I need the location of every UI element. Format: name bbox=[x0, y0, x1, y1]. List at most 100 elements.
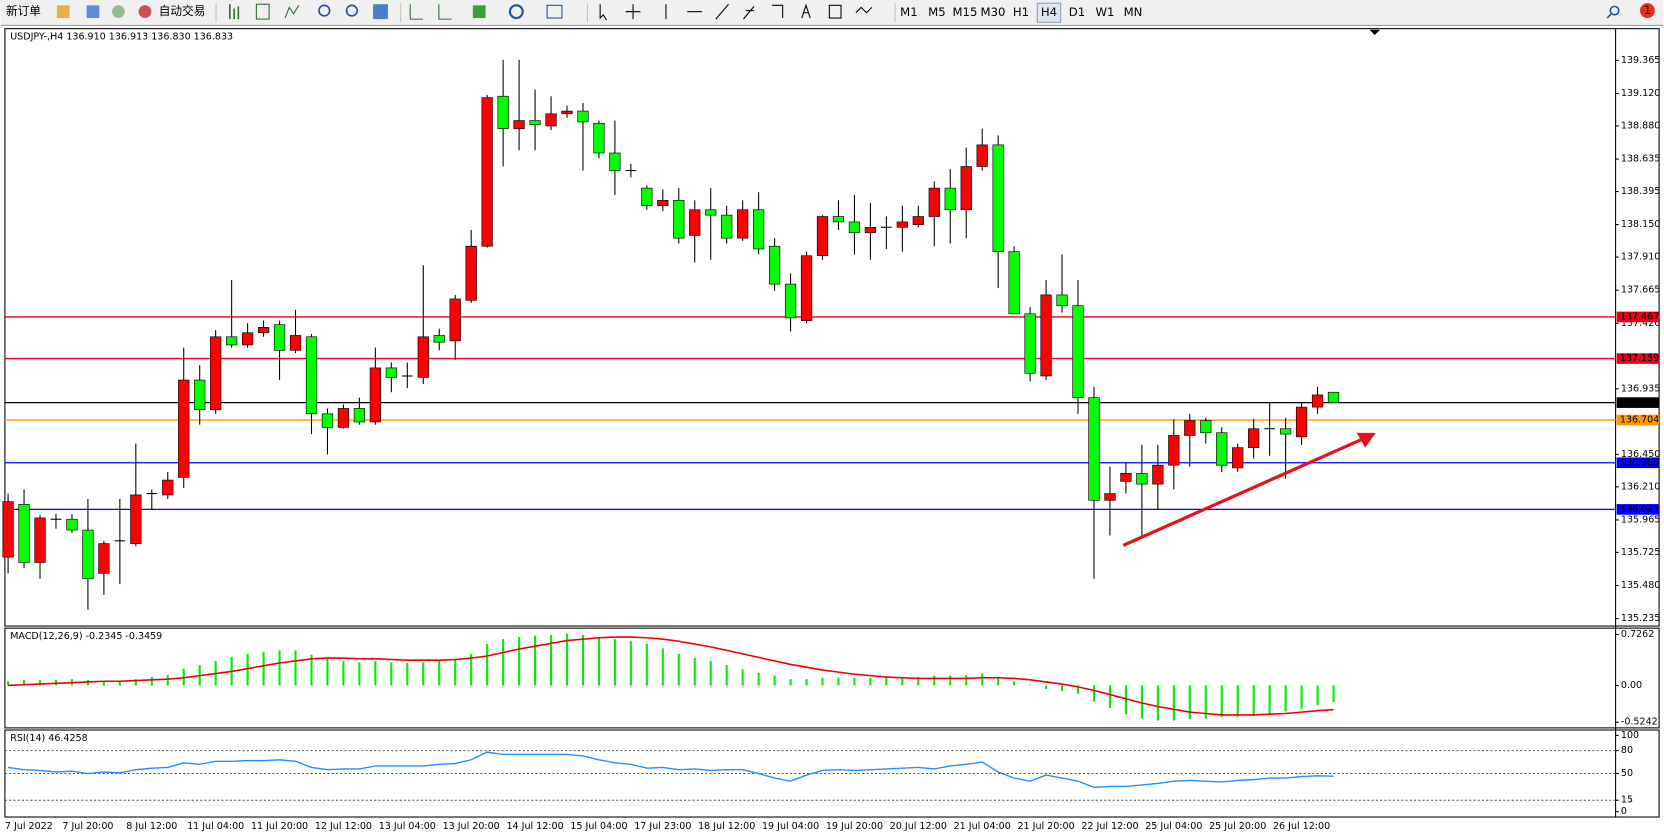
histogram-bar bbox=[38, 679, 42, 686]
icon[interactable] bbox=[801, 3, 811, 19]
icon[interactable] bbox=[472, 5, 486, 19]
timeframe-button[interactable]: W1 bbox=[1096, 5, 1115, 19]
icon[interactable] bbox=[86, 5, 100, 19]
histogram-bar bbox=[725, 665, 728, 686]
candle-body bbox=[609, 152, 621, 171]
candle-body bbox=[273, 324, 286, 351]
candle-body bbox=[82, 529, 94, 580]
icon[interactable] bbox=[255, 3, 270, 20]
icon[interactable] bbox=[438, 4, 452, 20]
histogram-bar bbox=[118, 681, 121, 686]
y-tick-label: 138.150 bbox=[1621, 219, 1660, 230]
panel-title: RSI(14) 46.4258 bbox=[10, 733, 88, 744]
candle-body bbox=[641, 187, 653, 207]
candle-body bbox=[1024, 313, 1036, 374]
candle-body bbox=[1232, 447, 1244, 469]
x-tick-label: 22 Jul 12:00 bbox=[1081, 821, 1138, 832]
histogram-bar bbox=[677, 653, 680, 686]
x-tick-label: 25 Jul 20:00 bbox=[1209, 821, 1266, 832]
icon[interactable] bbox=[599, 4, 607, 21]
icon[interactable] bbox=[742, 6, 755, 20]
icon[interactable] bbox=[345, 4, 358, 17]
timeframe-button[interactable]: M15 bbox=[953, 5, 978, 19]
icon[interactable] bbox=[318, 4, 331, 17]
x-tick-label: 13 Jul 20:00 bbox=[443, 821, 500, 832]
price-level-tag bbox=[1616, 414, 1660, 426]
candle-body bbox=[896, 221, 908, 228]
price-level-label: 137.467 bbox=[1620, 311, 1659, 322]
icon[interactable] bbox=[284, 5, 300, 19]
candle-body bbox=[433, 335, 445, 343]
histogram-bar bbox=[757, 672, 760, 686]
icon[interactable] bbox=[508, 4, 524, 20]
candle-body bbox=[800, 255, 813, 321]
y-tick-label: 137.665 bbox=[1621, 285, 1660, 296]
alert-badge[interactable] bbox=[1640, 3, 1655, 19]
histogram-bar bbox=[1076, 685, 1080, 694]
price-level-tag bbox=[1616, 311, 1660, 323]
histogram-bar bbox=[1013, 681, 1016, 686]
x-tick-label: 11 Jul 04:00 bbox=[187, 821, 244, 832]
candle-body bbox=[864, 227, 877, 234]
candle-body bbox=[737, 209, 749, 239]
timeframe-button[interactable]: MN bbox=[1124, 5, 1143, 19]
histogram-bar bbox=[406, 663, 409, 686]
candle-body bbox=[784, 283, 797, 319]
candle-body bbox=[673, 199, 685, 239]
y-tick-label: 138.395 bbox=[1621, 186, 1660, 197]
histogram-bar bbox=[837, 677, 840, 686]
candle-body bbox=[960, 166, 972, 211]
icon[interactable] bbox=[546, 4, 563, 19]
candle-body bbox=[593, 122, 605, 154]
histogram-bar bbox=[1204, 685, 1207, 719]
candle-body bbox=[18, 504, 30, 563]
icon[interactable] bbox=[772, 4, 784, 19]
toolbar-button[interactable]: 新订单 bbox=[6, 4, 41, 18]
icon[interactable] bbox=[373, 4, 388, 20]
y-tick-label: 135.725 bbox=[1621, 547, 1660, 558]
y-tick-label: 139.120 bbox=[1621, 88, 1660, 99]
y-tick-label: 135.235 bbox=[1621, 613, 1660, 624]
icon[interactable] bbox=[715, 3, 729, 20]
timeframe-button[interactable]: D1 bbox=[1069, 5, 1085, 19]
timeframe-button[interactable]: M1 bbox=[900, 5, 917, 19]
candle-body bbox=[1200, 420, 1212, 434]
histogram-bar bbox=[262, 651, 265, 686]
y-tick-label: 138.880 bbox=[1621, 120, 1660, 131]
y-tick-label: 0.7262 bbox=[1621, 629, 1654, 640]
timeframe-button[interactable]: M30 bbox=[981, 5, 1006, 19]
candle-body bbox=[721, 214, 733, 239]
icon[interactable] bbox=[855, 6, 873, 14]
x-tick-label: 8 Jul 12:00 bbox=[126, 821, 177, 832]
search-icon[interactable] bbox=[1609, 5, 1620, 16]
candle-body bbox=[928, 187, 940, 217]
icon[interactable] bbox=[828, 4, 842, 19]
histogram-bar bbox=[294, 650, 297, 686]
histogram-bar bbox=[565, 633, 569, 686]
candle-body bbox=[417, 336, 429, 378]
histogram-bar bbox=[326, 658, 329, 686]
histogram-bar bbox=[949, 675, 952, 686]
timeframe-button[interactable]: H1 bbox=[1013, 5, 1029, 19]
icon[interactable] bbox=[138, 5, 152, 19]
panel-title: MACD(12,26,9) -0.2345 -0.3459 bbox=[10, 631, 162, 642]
search-icon[interactable] bbox=[1606, 13, 1612, 19]
histogram-bar bbox=[390, 662, 393, 686]
icon[interactable] bbox=[56, 5, 70, 19]
timeframe-button[interactable]: M5 bbox=[928, 5, 945, 19]
candle-body bbox=[1136, 472, 1148, 485]
candle-body bbox=[34, 517, 46, 563]
candle-body bbox=[98, 543, 110, 574]
icon[interactable] bbox=[112, 5, 125, 19]
icon[interactable] bbox=[229, 4, 240, 20]
toolbar-button[interactable]: 自动交易 bbox=[159, 4, 206, 18]
x-tick-label: 21 Jul 04:00 bbox=[954, 821, 1011, 832]
icon[interactable] bbox=[625, 4, 641, 20]
histogram-bar bbox=[1124, 685, 1127, 715]
histogram-bar bbox=[821, 677, 824, 686]
icon[interactable] bbox=[409, 4, 423, 20]
x-tick-label: 17 Jul 23:00 bbox=[634, 821, 691, 832]
histogram-bar bbox=[1060, 685, 1064, 692]
timeframe-button[interactable]: H4 bbox=[1041, 5, 1057, 19]
